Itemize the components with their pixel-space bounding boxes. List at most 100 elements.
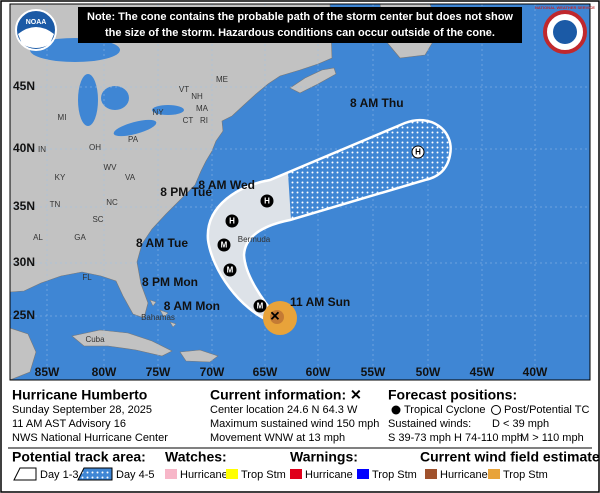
hispaniola <box>179 349 219 363</box>
cone-outline <box>206 118 452 324</box>
storm-name: Hurricane Humberto <box>12 387 147 403</box>
cuba <box>71 329 173 357</box>
watch-hurricane-swatch <box>165 469 177 479</box>
place-label: ME <box>216 75 228 84</box>
lake-erie <box>113 119 157 137</box>
place-label: NY <box>152 108 164 117</box>
track-heading: Potential track area: <box>12 449 146 465</box>
bahamas <box>149 299 177 328</box>
post-symbol <box>491 405 501 415</box>
mexico <box>10 327 37 380</box>
forecast-time: 8 AM Mon <box>164 299 220 313</box>
wind-s: S 39-73 mph <box>388 432 451 444</box>
lake-superior <box>30 38 120 62</box>
warning-hurricane-label: Hurricane <box>305 469 353 481</box>
place-label: NC <box>106 198 118 207</box>
current-info-line: Movement WNW at 13 mph <box>210 432 345 444</box>
wind-field-hurricane <box>270 310 284 324</box>
latitude-label: 40N <box>13 141 35 155</box>
longitude-label: 55W <box>361 365 386 379</box>
place-label: TN <box>50 200 61 209</box>
watch-tropstm-label: Trop Stm <box>241 469 286 481</box>
place-label: AL <box>33 233 43 242</box>
noaa-logo: NOAA <box>15 9 57 51</box>
date: Sunday September 28, 2025 <box>12 404 152 416</box>
nws-logo: NATIONAL WEATHER SERVICE <box>535 5 595 54</box>
map-frame <box>9 3 591 381</box>
forecast-time: 8 PM Tue <box>160 185 212 199</box>
latitude-label: 25N <box>13 308 35 322</box>
forecast-category: H <box>264 197 270 206</box>
place-label: WV <box>104 163 118 172</box>
latitude-label: 30N <box>13 255 35 269</box>
day-1-3-swatch <box>13 467 37 481</box>
nws-text: NATIONAL WEATHER SERVICE <box>535 5 595 10</box>
place-label: Cuba <box>85 335 105 344</box>
winds-heading: Sustained winds: <box>388 418 471 430</box>
day-4-5-swatch <box>77 467 113 481</box>
forecast-heading: Forecast positions: <box>388 387 517 403</box>
place-label: VA <box>125 173 136 182</box>
tropical-symbol <box>391 405 401 415</box>
longitude-label: 50W <box>416 365 441 379</box>
wind-heading: Current wind field estimate: <box>420 449 600 465</box>
longitude-label: 65W <box>253 365 278 379</box>
day-4-5-label: Day 4-5 <box>116 469 155 481</box>
forecast-category: H <box>229 217 235 226</box>
longitude-label: 60W <box>306 365 331 379</box>
map-labels: 45N 40N 35N 30N 25N 85W 80W 75W 70W 65W 60W 55W 50W 4… <box>13 75 548 379</box>
lake-huron <box>101 86 129 110</box>
forecast-category: M <box>257 302 264 311</box>
lake-ontario <box>152 105 184 115</box>
warning-tropstm-swatch <box>357 469 369 479</box>
place-label: PA <box>128 135 139 144</box>
note-line: Note: The cone contains the probable pat… <box>87 11 513 23</box>
forecast-marker <box>253 299 267 313</box>
forecast-marker <box>260 194 274 208</box>
longitude-label: 70W <box>200 365 225 379</box>
issuer: NWS National Hurricane Center <box>12 432 168 444</box>
warning-tropstm-label: Trop Stm <box>372 469 417 481</box>
wind-hurricane-label: Hurricane <box>440 469 488 481</box>
forecast-marker <box>217 238 231 252</box>
wind-d: D < 39 mph <box>492 418 549 430</box>
latitude-label: 45N <box>13 79 35 93</box>
forecast-time: 8 AM Wed <box>198 178 255 192</box>
place-label: IN <box>38 145 46 154</box>
graticule <box>10 4 590 366</box>
place-label: CT <box>183 116 194 125</box>
place-label: FL <box>82 273 92 282</box>
noaa-text: NOAA <box>26 19 47 26</box>
place-label: Bermuda <box>238 235 271 244</box>
wind-tropstm-swatch <box>488 469 500 479</box>
longitude-label: 45W <box>470 365 495 379</box>
forecast-category: M <box>227 266 234 275</box>
place-label: MA <box>196 104 209 113</box>
lake-michigan <box>78 74 98 126</box>
current-position: ✕ <box>270 308 281 323</box>
forecast-marker <box>223 263 237 277</box>
place-label: Bahamas <box>141 313 175 322</box>
place-label: KY <box>55 173 66 182</box>
note-line: the size of the storm. Hazardous conditi… <box>105 27 495 39</box>
longitude-label: 40W <box>523 365 548 379</box>
warnings-heading: Warnings: <box>290 449 358 465</box>
forecast-category: M <box>221 241 228 250</box>
place-label: GA <box>74 233 86 242</box>
day-1-3-label: Day 1-3 <box>40 469 79 481</box>
post-label: Post/Potential TC <box>504 404 589 416</box>
place-label: MI <box>58 113 67 122</box>
forecast-marker <box>225 214 239 228</box>
place-label: VT <box>179 85 189 94</box>
forecast-marker <box>411 145 425 159</box>
forecast-time: 8 AM Tue <box>136 236 188 250</box>
map: 45N 40N 35N 30N 25N 85W 80W 75W 70W 65W 60W 55W 50W 4… <box>10 4 590 380</box>
latitude-label: 35N <box>13 199 35 213</box>
current-info-line: Maximum sustained wind 150 mph <box>210 418 379 430</box>
tropical-label: Tropical Cyclone <box>404 404 486 416</box>
forecast-category: H <box>415 148 421 157</box>
place-label: RI <box>200 116 208 125</box>
current-info-symbol: ✕ <box>350 387 362 403</box>
